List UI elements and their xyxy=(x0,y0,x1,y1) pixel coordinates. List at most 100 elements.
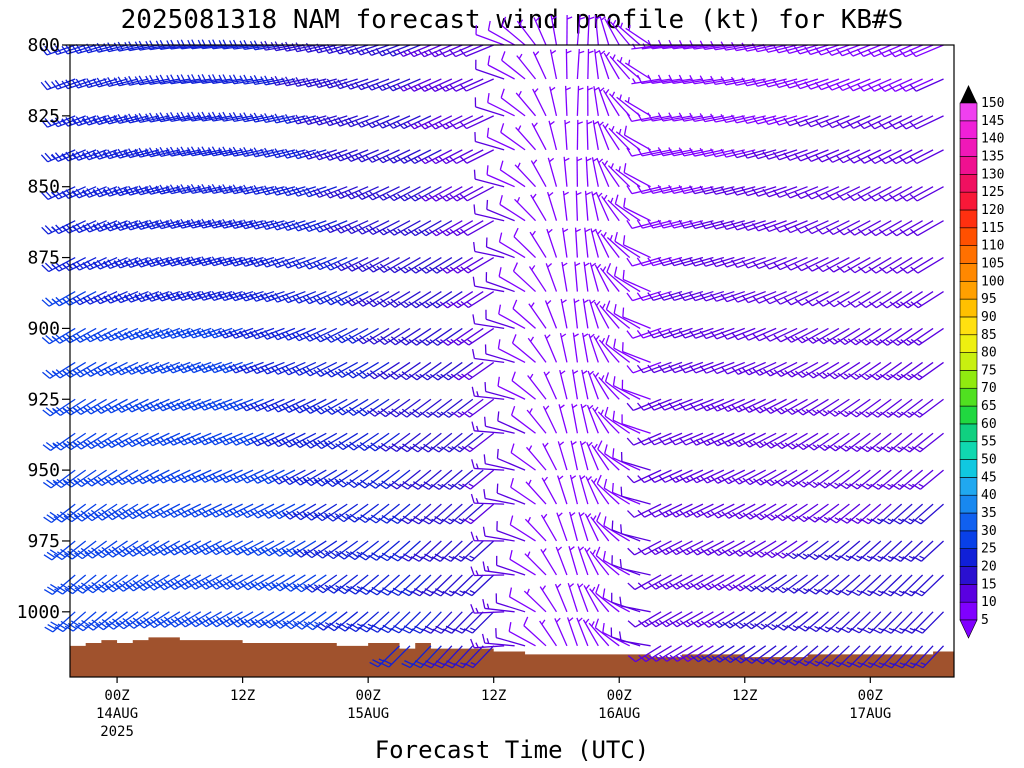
wind-barb xyxy=(42,398,76,417)
wind-barb xyxy=(260,256,296,268)
wind-barb xyxy=(325,503,359,522)
wind-barb xyxy=(576,85,584,116)
colorbar-label: 115 xyxy=(981,221,1004,236)
wind-barb xyxy=(229,540,264,556)
wind-barb xyxy=(571,403,579,434)
wind-barb xyxy=(187,540,222,556)
wind-barb xyxy=(594,49,601,80)
wind-barb xyxy=(461,432,495,453)
wind-barb xyxy=(186,290,222,301)
wind-barb xyxy=(846,78,882,92)
wind-barb xyxy=(566,14,573,46)
wind-barb xyxy=(837,398,871,418)
wind-barb xyxy=(450,361,484,381)
wind-barb xyxy=(376,327,411,346)
colorbar-swatch xyxy=(959,263,978,282)
wind-barb xyxy=(249,75,285,86)
wind-barb xyxy=(134,185,170,196)
wind-barb xyxy=(587,15,595,46)
wind-barb xyxy=(805,327,840,344)
wind-barb xyxy=(114,469,149,486)
wind-barb xyxy=(333,220,369,234)
wind-barb xyxy=(125,503,160,520)
wind-barb xyxy=(594,618,620,647)
wind-barb xyxy=(524,516,547,542)
wind-barb xyxy=(188,611,223,628)
wind-barb xyxy=(762,115,798,126)
colorbar-swatch xyxy=(959,209,978,229)
wind-barb xyxy=(838,469,871,490)
wind-barb xyxy=(576,156,583,187)
wind-barb xyxy=(826,361,861,380)
wind-barb xyxy=(336,574,369,595)
wind-barb xyxy=(486,165,515,188)
wind-barb xyxy=(617,22,641,46)
wind-barb xyxy=(623,197,651,222)
wind-barb xyxy=(689,432,725,446)
wind-barb xyxy=(569,511,579,542)
wind-barb xyxy=(344,290,379,307)
wind-barb xyxy=(510,405,536,434)
wind-barb xyxy=(881,503,913,525)
wind-barb xyxy=(658,611,693,628)
wind-barb xyxy=(261,540,296,557)
wind-barb xyxy=(155,290,191,302)
wind-barb xyxy=(612,410,641,434)
wind-barb xyxy=(753,503,787,521)
wind-barb xyxy=(606,263,631,293)
wind-barb xyxy=(270,41,306,52)
wind-barb xyxy=(464,645,495,669)
wind-barb xyxy=(283,611,317,630)
wind-barb xyxy=(773,361,808,377)
wind-barb xyxy=(879,327,913,346)
wind-barb xyxy=(857,149,892,164)
wind-barb xyxy=(797,611,829,632)
wind-barb xyxy=(354,186,390,200)
wind-barb xyxy=(877,78,913,92)
wind-barb xyxy=(626,147,662,157)
wind-barb xyxy=(281,114,317,125)
wind-barb xyxy=(145,290,181,302)
wind-barb xyxy=(636,219,672,229)
wind-barb xyxy=(124,327,160,341)
colorbar-swatch xyxy=(959,227,978,246)
wind-barb xyxy=(730,114,766,124)
wind-barb xyxy=(187,111,222,122)
colorbar-swatch xyxy=(959,352,978,371)
wind-barb xyxy=(135,540,170,557)
wind-barb xyxy=(376,220,411,236)
wind-barb xyxy=(604,372,631,400)
wind-barb xyxy=(396,149,432,164)
wind-barb xyxy=(722,645,756,664)
wind-barb xyxy=(134,113,170,124)
wind-barb xyxy=(471,349,505,364)
wind-barb xyxy=(720,220,756,231)
wind-barb xyxy=(794,361,829,378)
wind-barb xyxy=(365,149,400,163)
wind-barb xyxy=(448,44,484,58)
wind-barb xyxy=(902,540,934,562)
wind-barb xyxy=(847,256,882,274)
wind-barb xyxy=(208,540,243,556)
wind-barb xyxy=(627,540,662,556)
wind-barb xyxy=(438,149,474,165)
wind-barb xyxy=(689,112,724,122)
wind-barb xyxy=(909,220,944,237)
wind-barb xyxy=(228,184,264,195)
wind-barb xyxy=(124,75,160,86)
wind-barb xyxy=(397,256,432,274)
wind-barb xyxy=(648,611,683,628)
x-tick-label: 00Z xyxy=(607,688,632,704)
wind-barb xyxy=(730,149,766,159)
wind-barb xyxy=(774,469,808,487)
wind-barb xyxy=(772,115,808,126)
wind-barb xyxy=(657,256,693,267)
wind-barb xyxy=(496,483,526,505)
wind-barb xyxy=(616,57,641,80)
wind-barb xyxy=(720,290,756,303)
wind-barb xyxy=(420,503,453,525)
wind-barb xyxy=(710,361,746,375)
wind-barb xyxy=(828,503,861,524)
wind-barb xyxy=(355,361,390,379)
wind-barb xyxy=(156,574,191,591)
